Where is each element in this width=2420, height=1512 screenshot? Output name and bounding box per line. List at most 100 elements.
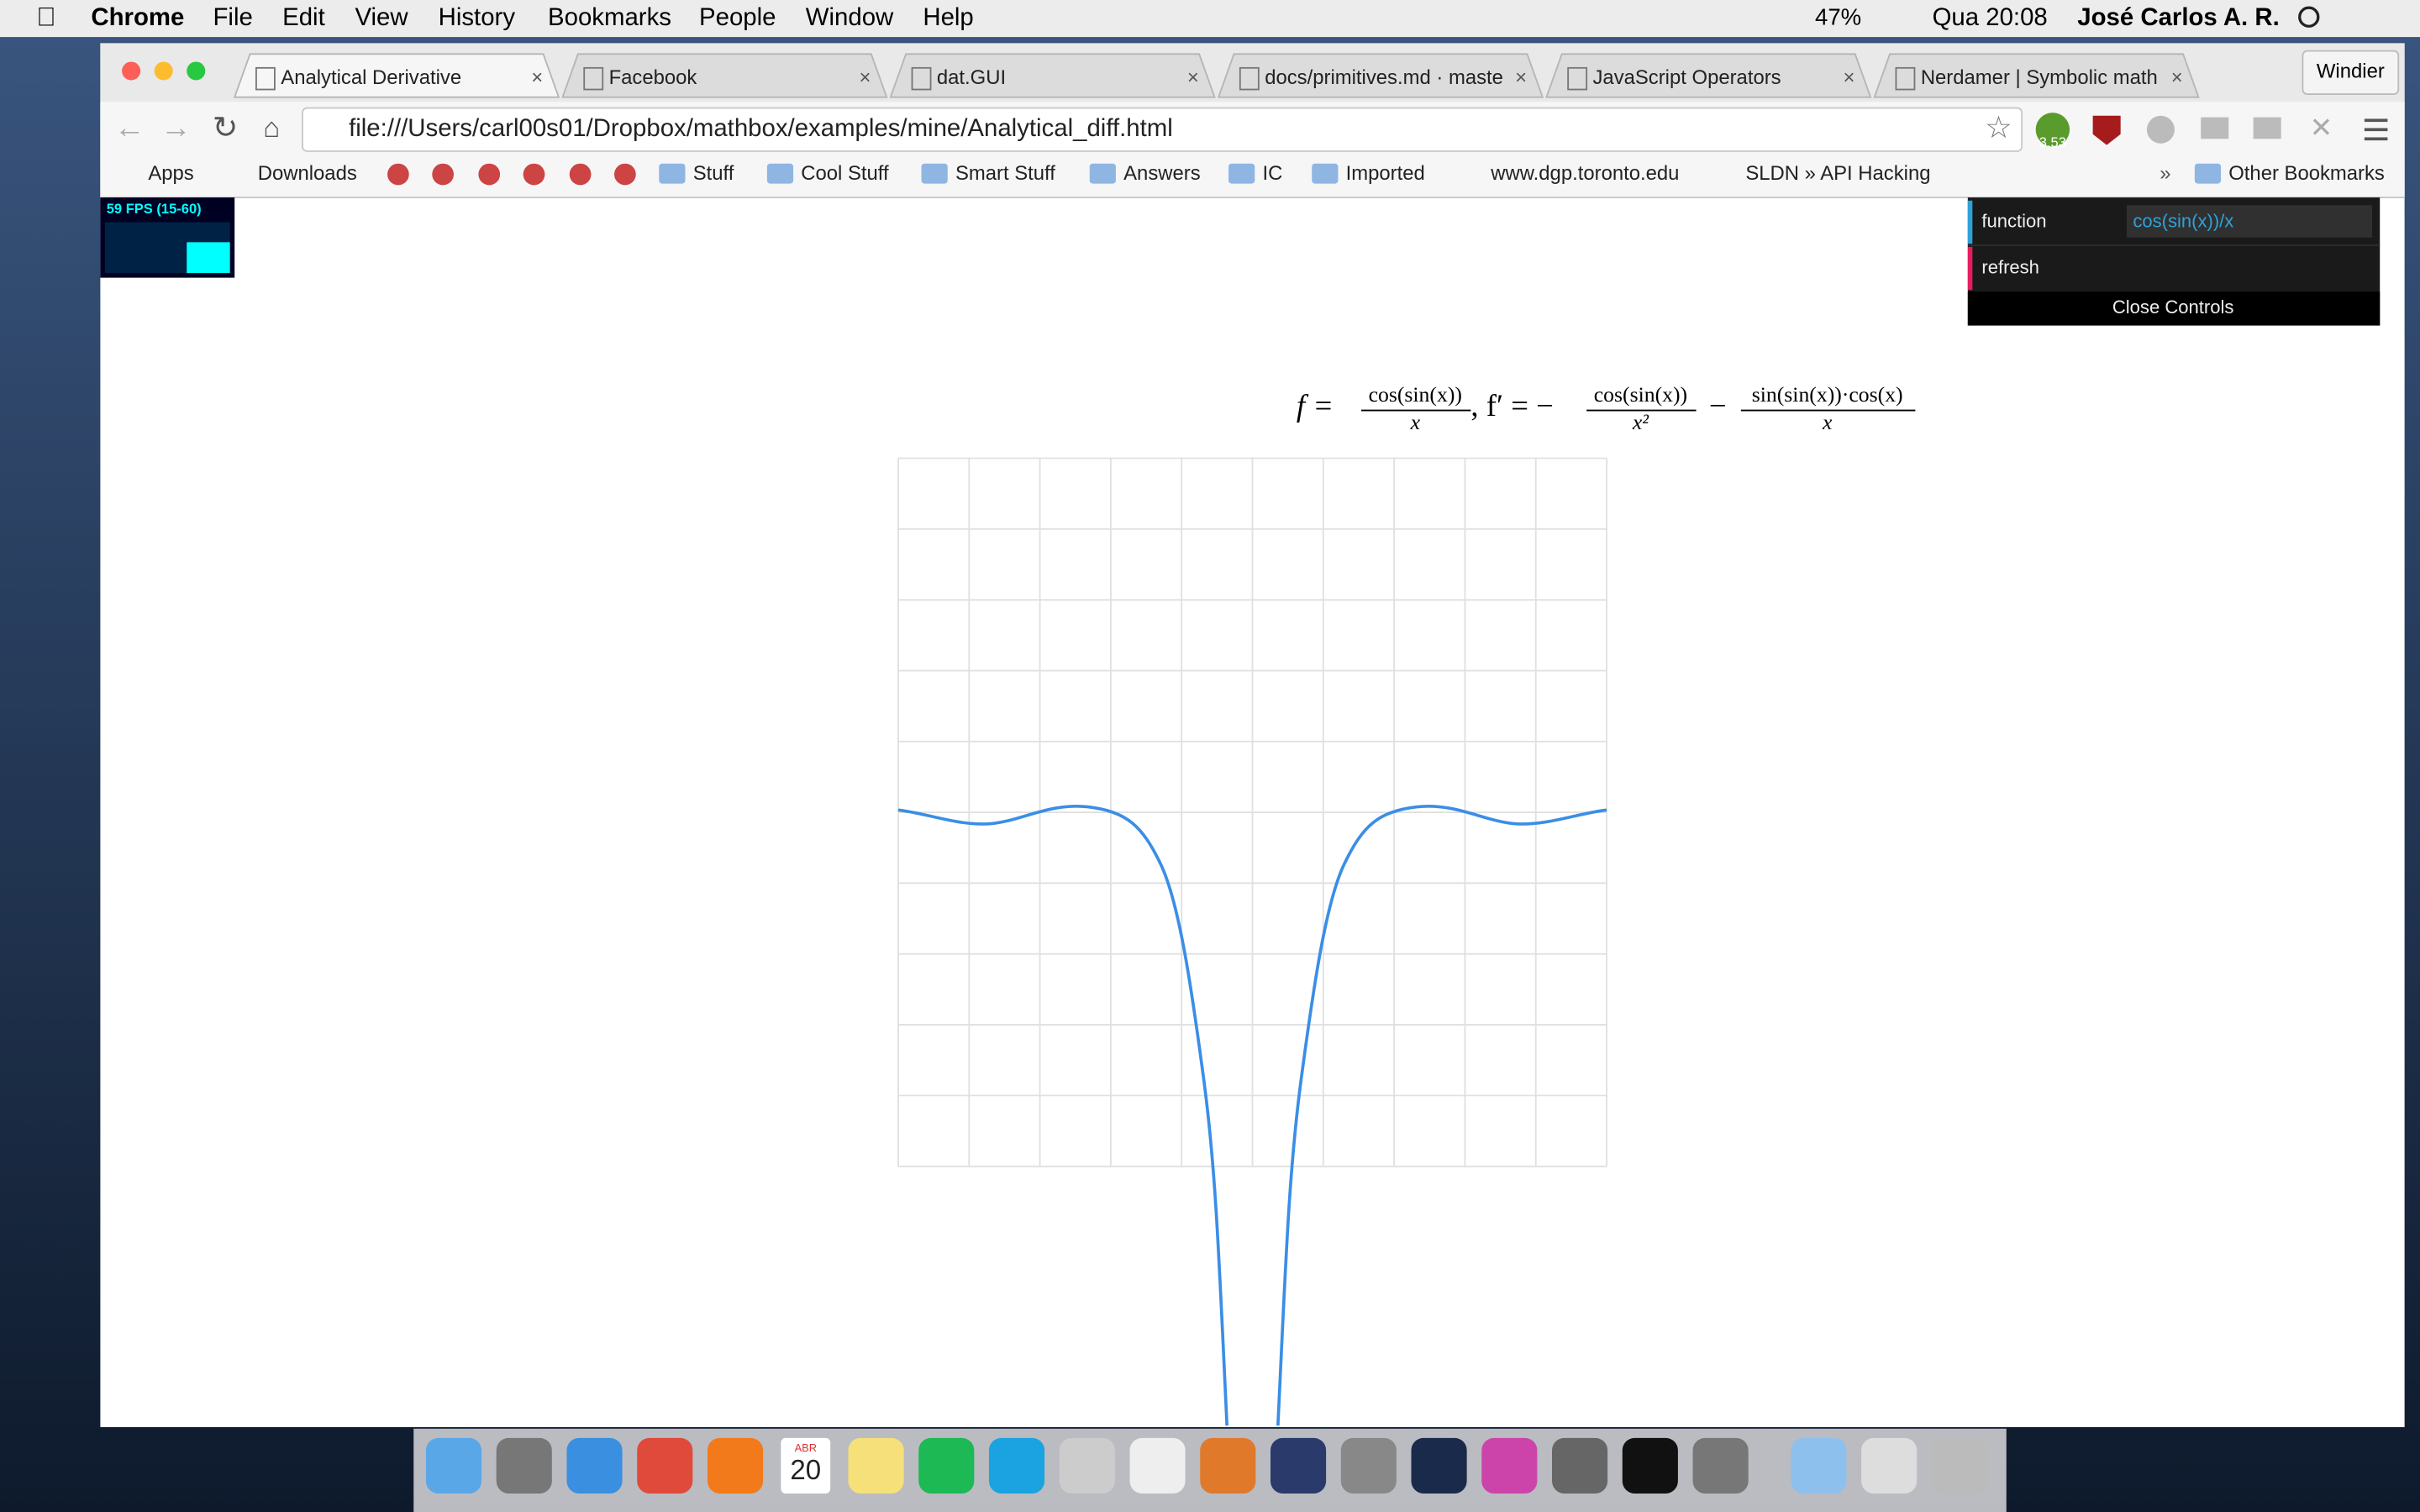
menu-item[interactable]: File <box>213 3 252 31</box>
tab-title[interactable]: dat.GUI <box>937 66 1006 89</box>
tab-title[interactable]: JavaScript Operators <box>1593 66 1781 89</box>
bookmark[interactable]: www.dgp.toronto.edu <box>1490 162 1679 185</box>
tab-title[interactable]: Nerdamer | Symbolic math <box>1921 66 2158 89</box>
dock-icon[interactable] <box>496 1437 552 1494</box>
bookmark[interactable]: IC <box>1262 162 1282 185</box>
dock-icon[interactable] <box>1791 1437 1847 1494</box>
gui-close-text[interactable]: Close Controls <box>2112 297 2233 318</box>
dock-icon[interactable] <box>1059 1437 1115 1494</box>
tab-title[interactable]: docs/primitives.md · maste <box>1265 66 1503 89</box>
gui-button[interactable]: refresh <box>1981 256 2039 277</box>
bookmark[interactable]: Stuff <box>693 162 734 185</box>
apple-menu[interactable]:  <box>36 2 55 31</box>
tab[interactable] <box>1873 53 2200 98</box>
tab-close[interactable]: × <box>1515 66 1527 89</box>
extension-icon[interactable] <box>2253 117 2281 139</box>
bookmarks-overflow[interactable]: » <box>2160 162 2170 185</box>
dock-icon[interactable] <box>1481 1437 1538 1494</box>
bookmark[interactable]: Imported <box>1346 162 1425 185</box>
menu-item[interactable]: History <box>439 3 516 31</box>
minimize-button[interactable] <box>154 61 173 81</box>
tab[interactable] <box>561 53 888 98</box>
zoom-button[interactable] <box>187 61 206 81</box>
dock-icon[interactable] <box>707 1437 764 1494</box>
dock-icon[interactable] <box>988 1437 1045 1494</box>
calendar-icon[interactable] <box>781 1437 831 1494</box>
tab-title[interactable]: Facebook <box>609 66 697 89</box>
dock-icon[interactable] <box>1200 1437 1256 1494</box>
tab[interactable] <box>1217 53 1544 98</box>
tab[interactable] <box>889 53 1216 98</box>
chrome-menu[interactable] <box>2364 118 2388 141</box>
home-button[interactable]: ⌂ <box>263 113 280 144</box>
bookmark[interactable]: Smart Stuff <box>955 162 1055 185</box>
user[interactable]: José Carlos A. R. <box>2077 3 2280 31</box>
dock-icon[interactable] <box>1931 1437 1987 1494</box>
spotlight[interactable] <box>2298 6 2320 28</box>
reload-button[interactable]: ↻ <box>213 110 239 144</box>
dock-icon[interactable] <box>848 1437 904 1494</box>
back-button[interactable]: ← <box>114 110 145 144</box>
battery: 47% <box>1815 3 1861 29</box>
extension-icon[interactable] <box>2201 117 2229 139</box>
menu-item[interactable]: Edit <box>282 3 325 31</box>
dock-icon[interactable] <box>1340 1437 1397 1494</box>
tab-close[interactable]: × <box>1187 66 1199 89</box>
dock-icon[interactable] <box>637 1437 693 1494</box>
tab[interactable] <box>233 53 560 98</box>
gui-label: function <box>1981 210 2046 231</box>
bookmark[interactable]: SLDN » API Hacking <box>1745 162 1930 185</box>
bookmark-icon[interactable] <box>387 163 409 186</box>
gui-close[interactable] <box>1967 291 2381 326</box>
bookmark[interactable]: Cool Stuff <box>801 162 889 185</box>
bookmark-star[interactable]: ☆ <box>1985 110 2012 144</box>
dock-icon[interactable] <box>1622 1437 1678 1494</box>
forward-button[interactable]: → <box>160 110 192 144</box>
clock[interactable]: Qua 20:08 <box>1933 3 2048 31</box>
close-button[interactable] <box>122 61 141 81</box>
menu-item[interactable]: View <box>355 3 408 31</box>
menu-item[interactable]: Bookmarks <box>548 3 671 31</box>
tab-close[interactable]: × <box>1843 66 1854 89</box>
menu-item[interactable]: Window <box>806 3 894 31</box>
app-name[interactable]: Chrome <box>91 3 184 31</box>
gui-input-value[interactable]: cos(sin(x))/x <box>2133 210 2233 231</box>
dock-icon[interactable] <box>918 1437 975 1494</box>
menu-item[interactable]: People <box>699 3 776 31</box>
bookmark[interactable]: Apps <box>148 162 193 185</box>
tab[interactable] <box>1545 53 1872 98</box>
tab-close[interactable]: × <box>860 66 871 89</box>
extension-icon[interactable] <box>2035 113 2070 147</box>
folder-icon <box>659 163 686 184</box>
tab-close[interactable]: × <box>2171 66 2183 89</box>
dock-icon[interactable] <box>1861 1437 1918 1494</box>
dock-icon[interactable] <box>566 1437 623 1494</box>
dock-icon[interactable] <box>1692 1437 1749 1494</box>
bookmark[interactable]: Answers <box>1123 162 1201 185</box>
bookmark-icon[interactable] <box>523 163 545 186</box>
tab-close[interactable]: × <box>531 66 543 89</box>
bookmark[interactable]: Other Bookmarks <box>2228 162 2385 185</box>
menu-item[interactable]: Help <box>923 3 973 31</box>
bookmark[interactable]: Downloads <box>258 162 357 185</box>
folder-icon <box>1089 163 1116 184</box>
bookmark-icon[interactable] <box>614 163 636 186</box>
profile-name[interactable]: Windier <box>2317 60 2385 83</box>
profile-button[interactable] <box>2302 50 2400 95</box>
tab-title[interactable]: Analytical Derivative <box>281 66 461 89</box>
extension-icon[interactable] <box>2146 115 2175 144</box>
bookmark-icon[interactable] <box>478 163 501 186</box>
address-bar[interactable] <box>302 107 2023 152</box>
dock-icon[interactable] <box>1270 1437 1327 1494</box>
bookmark-icon[interactable] <box>432 163 454 186</box>
dock-icon[interactable] <box>425 1437 482 1494</box>
dock-icon[interactable] <box>1129 1437 1186 1494</box>
gui-input[interactable] <box>2127 205 2373 238</box>
address-text[interactable]: file:///Users/carl00s01/Dropbox/mathbox/… <box>349 114 1173 142</box>
bookmark-icon[interactable] <box>569 163 592 186</box>
ublock-icon[interactable] <box>2092 115 2121 145</box>
extension-icon[interactable]: ✕ <box>2310 113 2333 144</box>
dock-icon[interactable] <box>1411 1437 1467 1494</box>
dock-icon[interactable] <box>1552 1437 1608 1494</box>
formula-text: cos(sin(x)) <box>1594 382 1687 407</box>
